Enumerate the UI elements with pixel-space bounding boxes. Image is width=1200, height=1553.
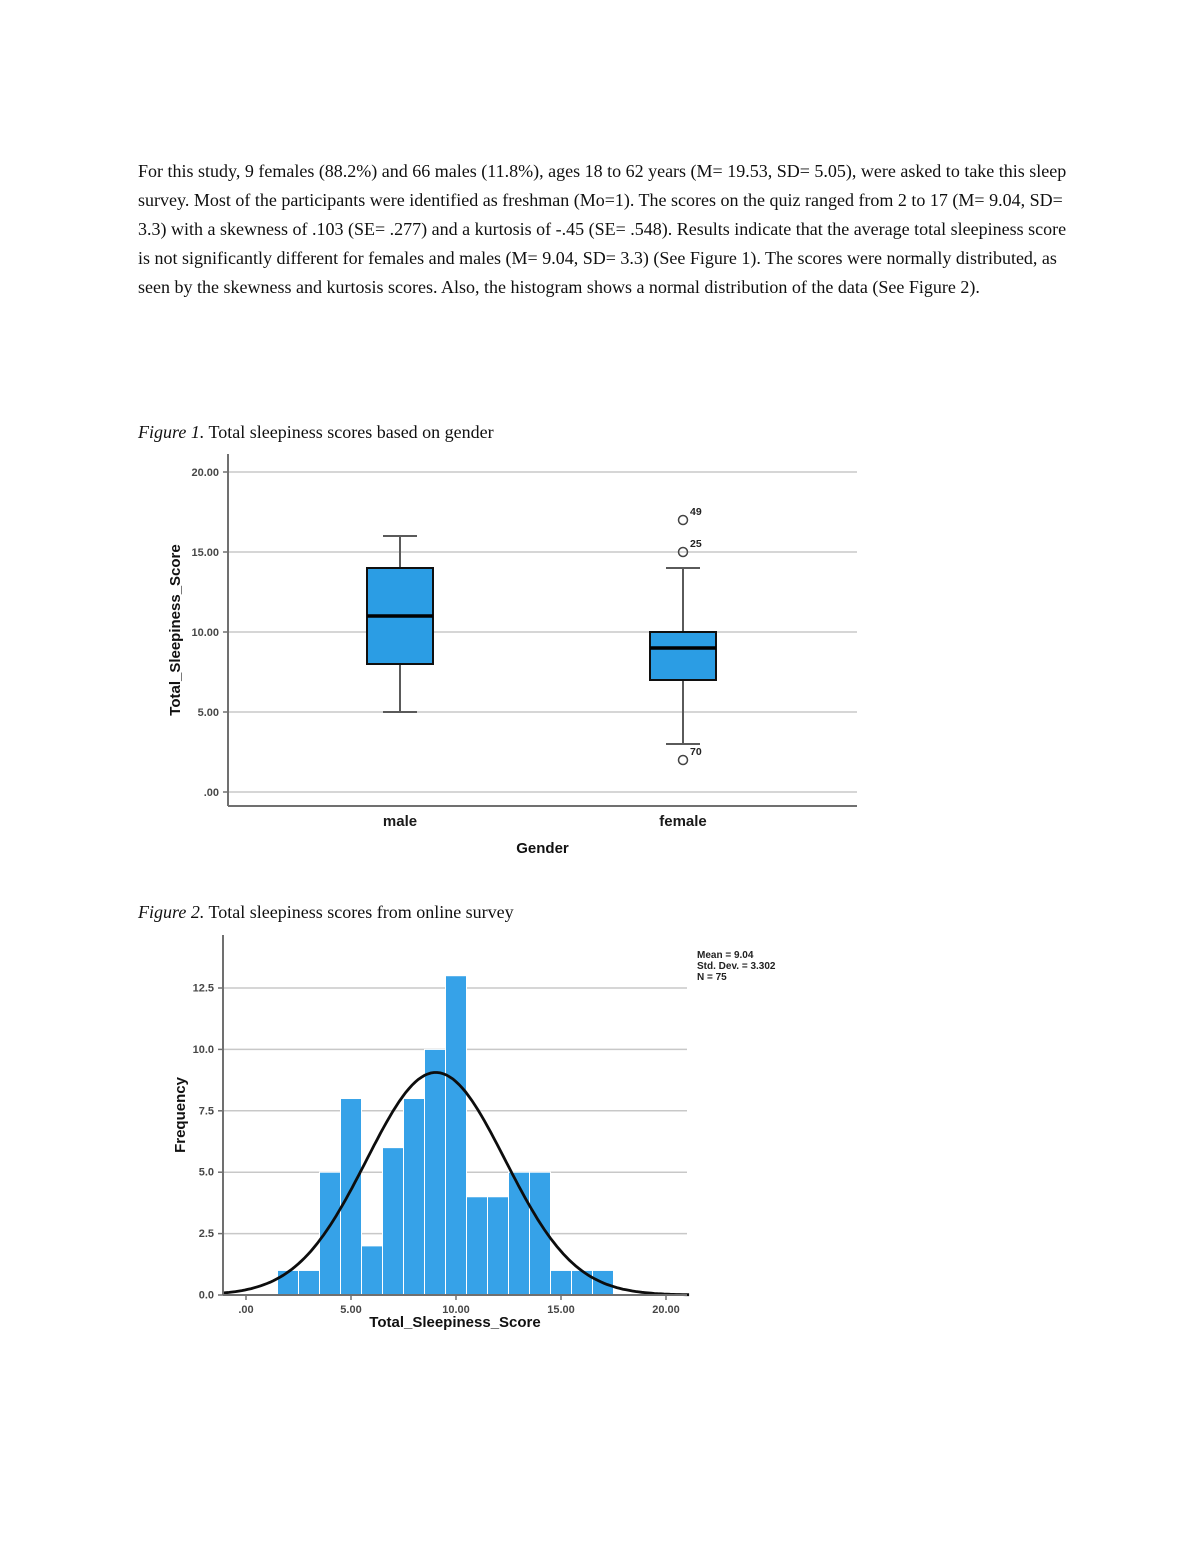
hist-bar <box>445 975 467 1296</box>
x-tick-label: 5.00 <box>340 1304 361 1316</box>
body-paragraph: For this study, 9 females (88.2%) and 66… <box>138 161 1067 297</box>
y-tick-label: 2.5 <box>199 1228 214 1240</box>
outlier-label: 25 <box>690 538 702 550</box>
x-tick-label: 15.00 <box>547 1304 575 1316</box>
hist-bar <box>466 1196 488 1296</box>
stats-box-line: Std. Dev. = 3.302 <box>697 961 776 972</box>
hist-bar <box>550 1269 572 1296</box>
hist-bar <box>319 1171 341 1296</box>
y-tick-label: 20.00 <box>191 467 219 479</box>
figure1-caption-text: Total sleepiness scores based on gender <box>204 422 494 442</box>
x-tick-label: 20.00 <box>652 1304 680 1316</box>
figure2-caption: Figure 2. Total sleepiness scores from o… <box>138 902 514 923</box>
outlier-point <box>677 546 689 558</box>
hist-bar <box>382 1147 404 1296</box>
figure2-caption-label: Figure 2. <box>138 902 205 922</box>
x-tick-label: .00 <box>238 1304 253 1316</box>
y-tick-label: 15.00 <box>191 547 219 559</box>
y-axis-title: Total_Sleepiness_Score <box>167 544 184 715</box>
normal-curve <box>222 1071 690 1297</box>
box-female <box>649 631 717 681</box>
hist-bar <box>298 1269 320 1296</box>
y-tick-label: 12.5 <box>193 983 214 995</box>
hist-bar <box>571 1269 593 1296</box>
x-axis-title: Gender <box>516 840 569 857</box>
hist-bar <box>424 1048 446 1296</box>
hist-bar <box>487 1196 509 1296</box>
y-tick-label: 10.0 <box>193 1044 214 1056</box>
figure2-histogram: 0.0 2.5 5.0 7.5 10.0 12.5 .00 5.00 10.00 15.00 20.… <box>172 935 776 1331</box>
y-tick-label: 5.00 <box>198 707 219 719</box>
outlier-label: 49 <box>690 506 702 518</box>
category-label: male <box>383 813 417 830</box>
hist-bar <box>340 1098 362 1296</box>
category-label: female <box>659 813 707 830</box>
hist-bar <box>403 1098 425 1296</box>
figure2-caption-text: Total sleepiness scores from online surv… <box>204 902 514 922</box>
y-tick-label: .00 <box>204 787 219 799</box>
figure1-caption-label: Figure 1. <box>138 422 205 442</box>
x-axis-title: Total_Sleepiness_Score <box>369 1314 540 1331</box>
y-tick-label: 5.0 <box>199 1167 214 1179</box>
outlier-label: 70 <box>690 746 702 758</box>
x-tick-label: 10.00 <box>442 1304 470 1316</box>
stats-box-line: Mean = 9.04 <box>697 950 754 961</box>
figure1-caption: Figure 1. Total sleepiness scores based … <box>138 422 494 443</box>
hist-bar <box>508 1171 530 1296</box>
y-axis-title: Frequency <box>172 1076 189 1153</box>
y-tick-label: 0.0 <box>199 1290 214 1302</box>
outlier-point <box>677 514 689 526</box>
stats-box-line: N = 75 <box>697 972 727 983</box>
y-tick-label: 10.00 <box>191 627 219 639</box>
figure1-boxplot: .00 5.00 10.00 15.00 20.00 male 49 25 70 female Ge… <box>167 454 857 857</box>
hist-bar <box>277 1269 299 1296</box>
hist-bar <box>361 1245 383 1296</box>
outlier-point <box>677 754 689 766</box>
y-tick-label: 7.5 <box>199 1105 214 1117</box>
